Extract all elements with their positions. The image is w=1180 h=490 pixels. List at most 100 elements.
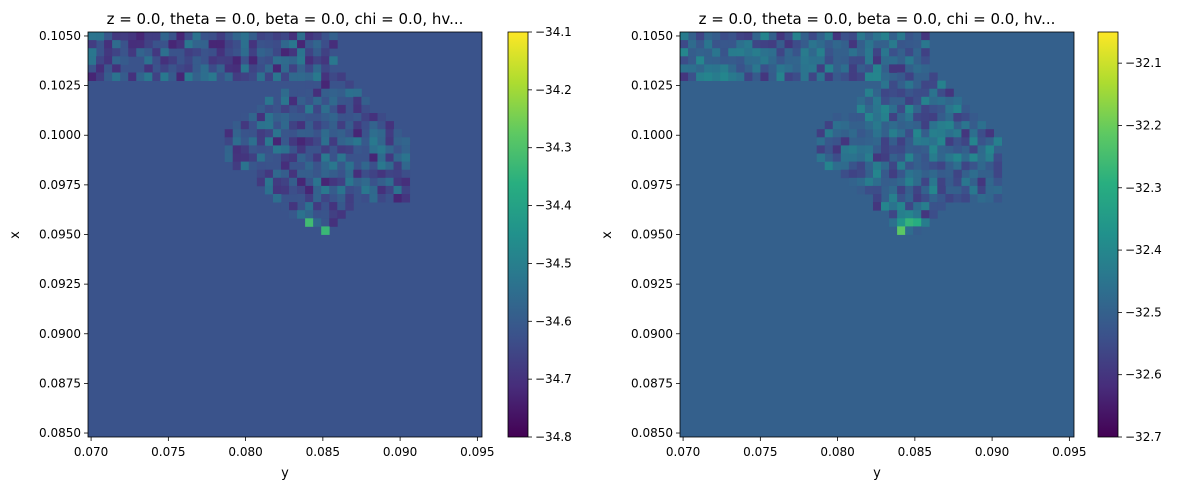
heatmap-pixel: [856, 161, 866, 171]
heatmap-pixel: [297, 104, 306, 114]
heatmap-pixel: [720, 56, 729, 65]
heatmap-pixel: [953, 177, 962, 187]
heatmap-pixel: [337, 121, 346, 130]
heatmap-pixel: [937, 113, 946, 122]
heatmap-pixel: [96, 56, 105, 65]
heatmap-pixel: [688, 48, 697, 57]
heatmap-pixel: [864, 32, 874, 41]
heatmap-pixel: [289, 56, 298, 65]
heatmap-pixel: [688, 64, 697, 73]
heatmap-pixel: [864, 72, 874, 81]
heatmap-pixel: [929, 210, 938, 219]
heatmap-pixel: [321, 226, 330, 235]
heatmap-pixel: [248, 145, 258, 154]
heatmap-pixel: [280, 96, 290, 106]
heatmap-pixel: [112, 56, 121, 65]
heatmap-pixel: [345, 121, 354, 130]
heatmap-pixel: [864, 185, 874, 195]
heatmap-pixel: [321, 113, 330, 122]
heatmap-pixel: [913, 202, 922, 211]
heatmap-pixel: [848, 32, 858, 41]
heatmap-pixel: [889, 129, 898, 138]
heatmap-pixel: [128, 48, 137, 57]
heatmap-pixel: [353, 137, 362, 146]
heatmap-pixel: [112, 40, 121, 49]
heatmap-pixel: [921, 185, 930, 195]
heatmap-pixel: [864, 145, 874, 154]
heatmap-pixel: [961, 121, 970, 130]
heatmap-pixel: [305, 169, 314, 179]
heatmap-pixel: [784, 40, 793, 49]
heatmap-pixel: [112, 72, 121, 81]
heatmap-pixel: [264, 177, 274, 187]
heatmap-pixel: [800, 64, 810, 73]
heatmap-pixel: [872, 113, 882, 122]
heatmap-pixel: [945, 104, 954, 114]
heatmap-pixel: [329, 185, 338, 195]
heatmap-pixel: [977, 145, 986, 154]
heatmap-pixel: [192, 64, 201, 73]
heatmap-pixel: [377, 185, 386, 195]
heatmap-pixel: [921, 218, 930, 227]
heatmap-pixel: [401, 185, 411, 195]
heatmap-pixel: [977, 137, 986, 146]
heatmap-pixel: [913, 137, 922, 146]
heatmap-pixel: [816, 129, 826, 138]
heatmap-pixel: [208, 48, 218, 57]
heatmap-pixel: [824, 161, 834, 171]
heatmap-pixel: [313, 104, 322, 114]
heatmap-pixel: [937, 96, 946, 106]
heatmap-pixel: [864, 121, 874, 130]
chart-title: z = 0.0, theta = 0.0, beta = 0.0, chi = …: [699, 10, 1056, 28]
heatmap-pixel: [248, 32, 258, 41]
heatmap-pixel: [889, 210, 898, 219]
heatmap-pixel: [977, 121, 986, 130]
heatmap-pixel: [136, 40, 145, 49]
heatmap-pixel: [321, 40, 330, 49]
heatmap-pixel: [297, 64, 306, 73]
x-tick-label: 0.080: [820, 445, 854, 459]
heatmap-pixel: [313, 153, 322, 162]
heatmap-pixel: [329, 40, 338, 49]
heatmap-pixel: [345, 185, 354, 195]
heatmap-pixel: [848, 40, 858, 49]
heatmap-pixel: [289, 153, 298, 162]
heatmap-pixel: [937, 153, 946, 162]
heatmap-pixel: [897, 72, 906, 81]
heatmap-pixel: [289, 72, 298, 81]
heatmap-pixel: [369, 113, 378, 122]
heatmap-pixel: [264, 56, 274, 65]
heatmap-pixel: [305, 202, 314, 211]
heatmap-pixel: [872, 153, 882, 162]
heatmap-pixel: [240, 40, 250, 49]
heatmap-pixel: [872, 145, 882, 154]
heatmap-pixel: [688, 72, 697, 81]
heatmap-pixel: [864, 113, 874, 122]
heatmap-pixel: [897, 137, 906, 146]
heatmap-pixel: [824, 121, 834, 130]
heatmap-pixel: [937, 121, 946, 130]
heatmap-pixel: [337, 202, 346, 211]
heatmap-pixel: [345, 161, 354, 171]
heatmap-pixel: [832, 32, 842, 41]
heatmap-pixel: [232, 40, 242, 49]
x-tick-label: 0.070: [74, 445, 108, 459]
heatmap-pixel: [240, 129, 250, 138]
heatmap-pixel: [329, 202, 338, 211]
heatmap-pixel: [401, 137, 411, 146]
heatmap-pixel: [321, 64, 330, 73]
heatmap-pixel: [248, 48, 258, 57]
heatmap-pixel: [872, 56, 882, 65]
heatmap-pixel: [889, 202, 898, 211]
heatmap-pixel: [345, 177, 354, 187]
heatmap-pixel: [361, 194, 370, 203]
heatmap-pixel: [905, 210, 914, 219]
heatmap-pixel: [776, 40, 785, 49]
heatmap-pixel: [297, 194, 306, 203]
heatmap-pixel: [728, 56, 737, 65]
heatmap-pixel: [377, 177, 386, 187]
heatmap-pixel: [881, 48, 890, 57]
heatmap-pixel: [848, 113, 858, 122]
colorbar-tick-label: −34.4: [535, 199, 572, 213]
heatmap-pixel: [881, 40, 890, 49]
